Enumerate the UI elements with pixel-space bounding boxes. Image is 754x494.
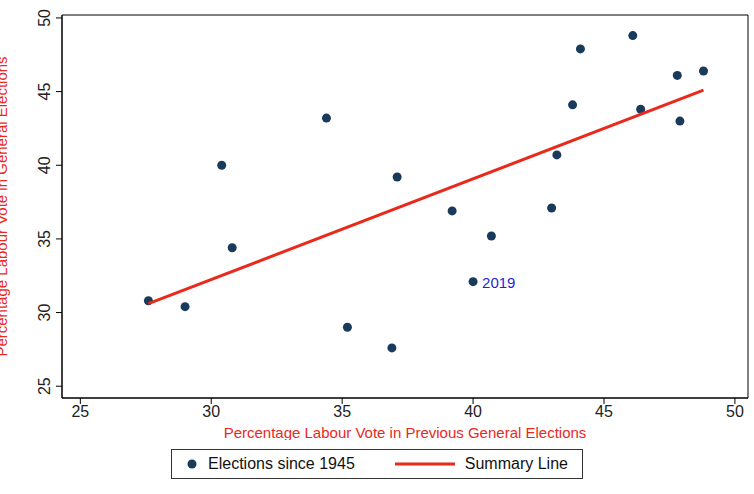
svg-text:Percentage Labour Vote in Prev: Percentage Labour Vote in Previous Gener… xyxy=(224,424,587,440)
html-text:Summary Line: Summary Line xyxy=(464,455,568,472)
svg-text:45: 45 xyxy=(595,403,613,420)
svg-text:30: 30 xyxy=(202,403,220,420)
svg-text:25: 25 xyxy=(36,377,53,395)
svg-text:2019: 2019 xyxy=(482,274,515,291)
html-text:Elections since 1945: Elections since 1945 xyxy=(208,455,355,472)
svg-text:35: 35 xyxy=(333,403,351,420)
svg-text:30: 30 xyxy=(36,304,53,322)
svg-text:45: 45 xyxy=(36,83,53,101)
svg-text:40: 40 xyxy=(36,156,53,174)
svg-text:Percentage Labour Vote in Gene: Percentage Labour Vote in General Electi… xyxy=(8,56,10,356)
svg-text:50: 50 xyxy=(726,403,744,420)
svg-text:25: 25 xyxy=(71,403,89,420)
svg-text:40: 40 xyxy=(464,403,482,420)
svg-text:50: 50 xyxy=(36,9,53,27)
svg-text:35: 35 xyxy=(36,230,53,248)
